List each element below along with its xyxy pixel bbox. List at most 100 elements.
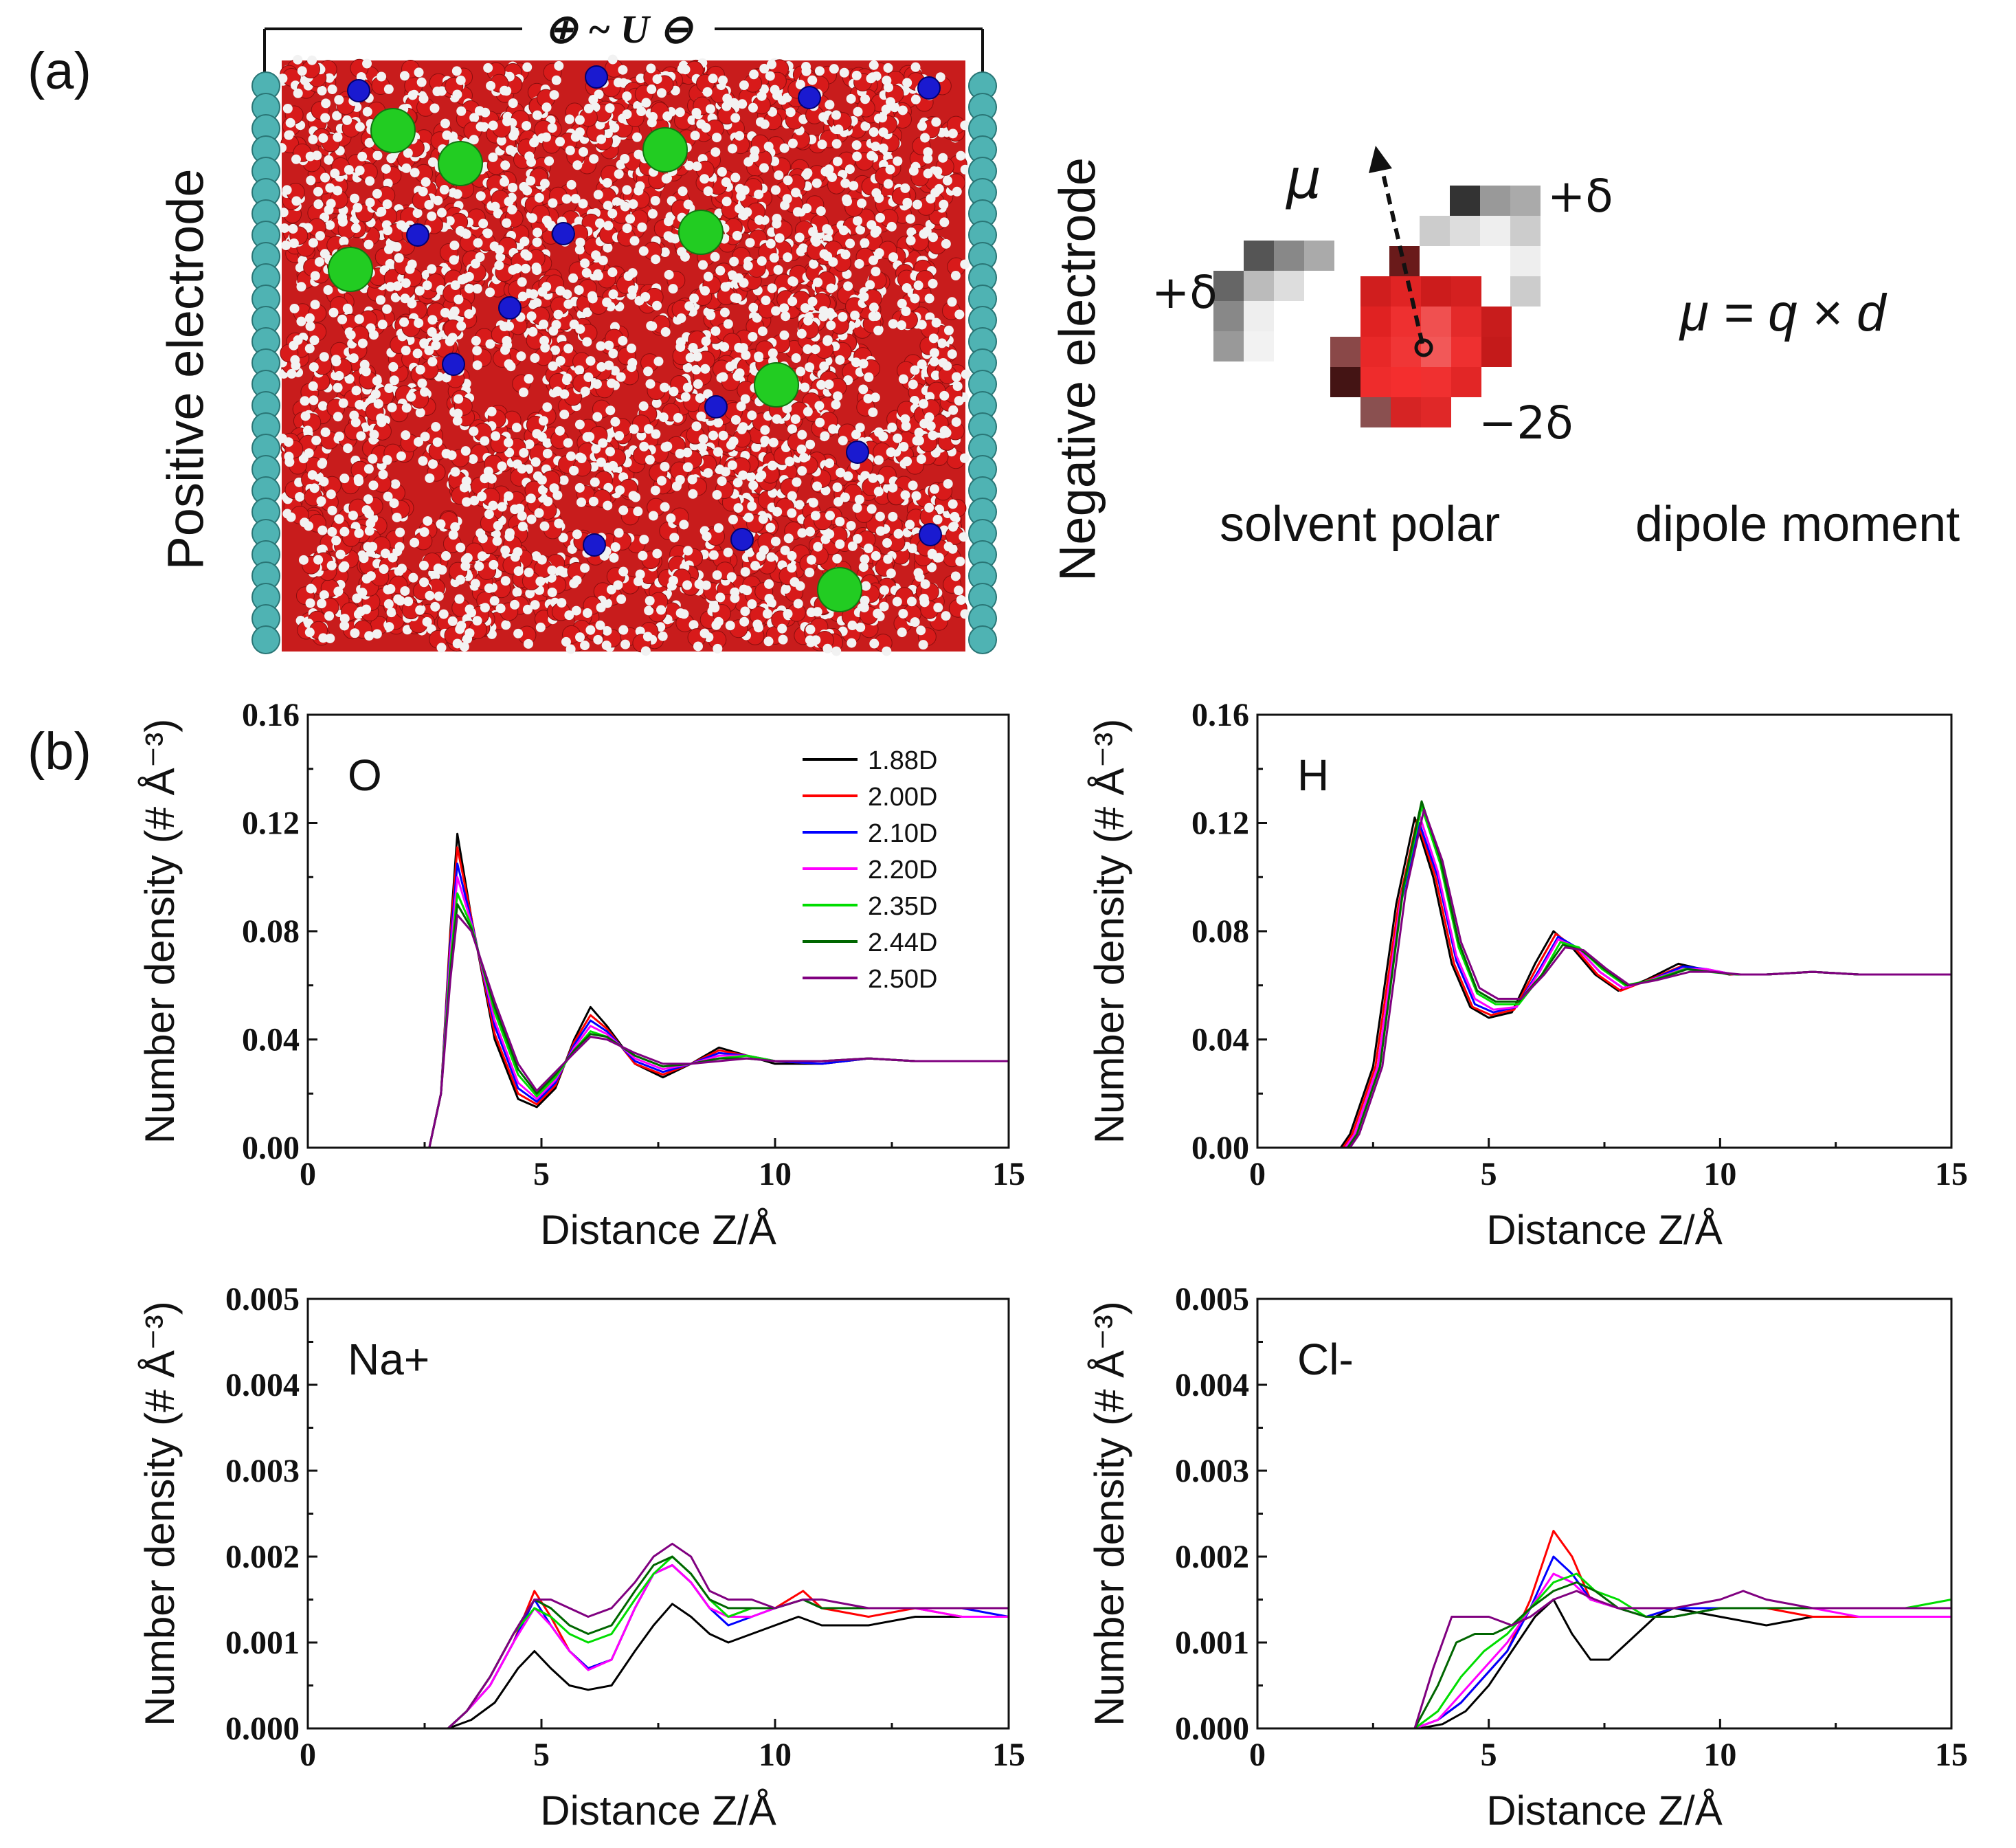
hydrogen-atom bbox=[863, 543, 873, 553]
hydrogen-atom bbox=[537, 555, 547, 565]
sodium-ion bbox=[585, 65, 608, 89]
hydrogen-atom bbox=[923, 168, 933, 179]
hydrogen-atom bbox=[296, 316, 306, 326]
hydrogen-atom bbox=[587, 291, 597, 301]
hydrogen-atom bbox=[906, 236, 916, 246]
hydrogen-atom bbox=[361, 604, 372, 614]
hydrogen-atom bbox=[594, 218, 605, 228]
hydrogen-atom bbox=[581, 268, 592, 278]
hydrogen-atom bbox=[858, 359, 869, 369]
hydrogen-atom bbox=[554, 60, 564, 71]
hydrogen-atom bbox=[898, 608, 908, 619]
hydrogen-atom bbox=[843, 471, 853, 481]
x-tick-label: 0 bbox=[300, 1156, 316, 1192]
hydrogen-atom bbox=[782, 194, 792, 204]
hydrogen-atom bbox=[912, 199, 923, 210]
hydrogen-atom bbox=[432, 437, 443, 447]
hydrogen-atom bbox=[831, 399, 841, 410]
hydrogen-atom bbox=[534, 192, 544, 203]
y-tick-label: 0.08 bbox=[242, 913, 300, 950]
hydrogen-atom bbox=[317, 401, 328, 411]
hydrogen-atom bbox=[798, 243, 808, 254]
hydrogen-atom bbox=[541, 132, 551, 142]
hydrogen-atom bbox=[668, 575, 678, 586]
water-molecules bbox=[277, 54, 971, 656]
hydrogen-atom bbox=[943, 325, 954, 335]
hydrogen-atom bbox=[622, 223, 632, 234]
hydrogen-atom bbox=[727, 460, 737, 470]
hydrogen-atom bbox=[721, 101, 732, 111]
hydrogen-atom bbox=[950, 571, 961, 581]
hydrogen-atom bbox=[675, 608, 686, 619]
y-tick-label: 0.08 bbox=[1191, 913, 1249, 950]
hydrogen-atom bbox=[708, 430, 719, 441]
hydrogen-atom bbox=[400, 586, 410, 596]
series-line-2.00D bbox=[308, 1564, 1009, 1730]
hydrogen-atom bbox=[825, 458, 835, 469]
hydrogen-atom bbox=[651, 429, 661, 439]
hydrogen-atom bbox=[575, 237, 585, 247]
hydrogen-atom bbox=[453, 408, 463, 419]
hydrogen-atom bbox=[547, 565, 557, 575]
hydrogen-atom bbox=[395, 527, 405, 537]
hydrogen-atom bbox=[835, 355, 845, 365]
hydrogen-atom bbox=[511, 423, 522, 433]
hydrogen-atom bbox=[892, 597, 902, 607]
hydrogen-atom bbox=[604, 340, 614, 350]
hydrogen-atom bbox=[715, 265, 726, 276]
hydrogen-atom bbox=[928, 278, 938, 289]
hydrogen-atom bbox=[868, 407, 878, 417]
hydrogen-atom bbox=[669, 386, 679, 397]
hydrogen-atom bbox=[914, 427, 924, 438]
y-tick-label: 0.004 bbox=[225, 1367, 300, 1403]
hydrogen-atom bbox=[790, 414, 800, 424]
hydrogen-atom bbox=[882, 646, 892, 656]
hydrogen-atom bbox=[750, 561, 761, 571]
hydrogen-atom bbox=[293, 88, 303, 98]
species-label: Cl- bbox=[1297, 1335, 1354, 1384]
plus-delta-right: +δ bbox=[1547, 170, 1613, 223]
plus-delta-left: +δ bbox=[1152, 266, 1218, 319]
hydrogen-atom bbox=[730, 414, 741, 425]
hydrogen-atom bbox=[401, 346, 411, 356]
hydrogen-atom bbox=[320, 427, 331, 437]
hydrogen-atom bbox=[593, 271, 603, 281]
hydrogen-atom bbox=[559, 410, 570, 420]
hydrogen-atom bbox=[822, 643, 833, 654]
hydrogen-atom bbox=[702, 531, 712, 542]
hydrogen-atom bbox=[869, 127, 879, 137]
hydrogen-atom bbox=[375, 295, 385, 305]
hydrogen-atom bbox=[580, 258, 590, 269]
hydrogen-atom bbox=[908, 544, 918, 554]
hydrogen-atom bbox=[324, 611, 335, 621]
hydrogen-atom bbox=[569, 465, 579, 476]
hydrogen-atom bbox=[651, 398, 662, 408]
sodium-ion bbox=[442, 353, 465, 376]
hydrogen-atom bbox=[840, 249, 851, 260]
hydrogen-atom bbox=[449, 306, 460, 316]
hydrogen-atom bbox=[410, 168, 420, 178]
hydrogen-atom bbox=[419, 577, 429, 588]
hydrogen-atom bbox=[394, 253, 404, 263]
hydrogen-atom bbox=[828, 257, 838, 267]
hydrogen-atom bbox=[614, 169, 624, 179]
hydrogen-atom bbox=[931, 117, 941, 127]
hydrogen-atom bbox=[760, 436, 770, 446]
hydrogen-atom bbox=[562, 373, 572, 383]
hydrogen-atom bbox=[423, 516, 433, 526]
hydrogen-atom bbox=[752, 619, 763, 630]
hydrogen-atom bbox=[682, 362, 693, 372]
hydrogen-atom bbox=[596, 457, 606, 467]
legend-label: 1.88D bbox=[868, 746, 937, 775]
hydrogen-atom bbox=[765, 522, 776, 533]
hydrogen-atom bbox=[941, 611, 951, 621]
hydrogen-atom bbox=[715, 592, 726, 603]
hydrogen-atom bbox=[935, 72, 945, 82]
hydrogen-atom bbox=[504, 359, 514, 369]
hydrogen-atom bbox=[866, 151, 877, 161]
hydrogen-atom bbox=[748, 302, 759, 313]
hydrogen-atom bbox=[559, 389, 570, 399]
hydrogen-atom bbox=[805, 439, 816, 449]
hydrogen-atom bbox=[814, 66, 825, 76]
hydrogen-atom bbox=[494, 245, 504, 255]
